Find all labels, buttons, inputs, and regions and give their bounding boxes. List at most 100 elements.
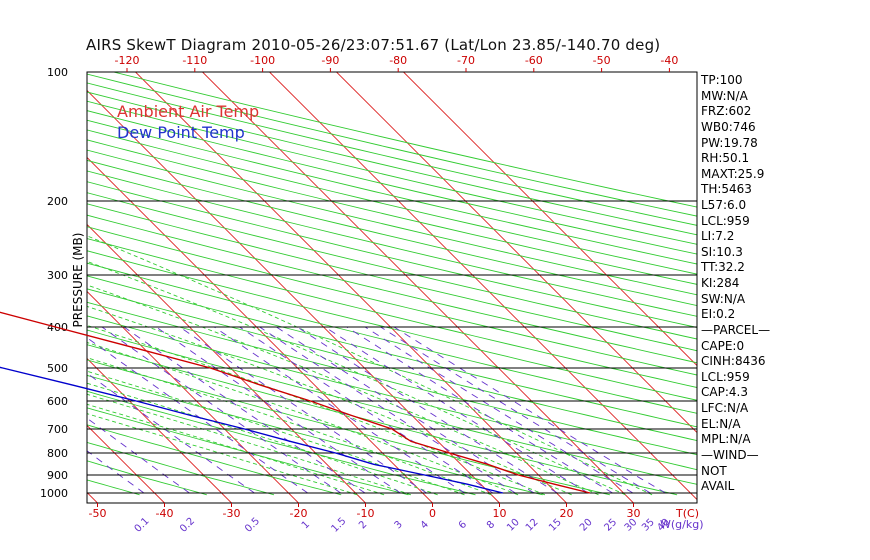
dry-adiabat-line	[87, 315, 697, 471]
dry-adiabat-line	[87, 329, 697, 485]
dry-adiabat-line	[87, 170, 697, 317]
stability-index-item: SW:N/A	[701, 291, 746, 306]
dry-adiabat-line	[87, 441, 275, 496]
isotherm-line	[87, 358, 232, 503]
dry-adiabat-line	[87, 250, 697, 401]
dry-adiabat-line	[87, 359, 611, 496]
moist-adiabat-line	[87, 370, 465, 496]
stability-index-item: SI:10.3	[701, 244, 743, 259]
top-temp-tick-label: -50	[593, 54, 611, 67]
mixing-ratio-tick-label: 0.1	[133, 516, 152, 535]
isotherm-line	[87, 90, 500, 503]
mixing-ratio-tick-label: 0.5	[243, 516, 262, 535]
bottom-temp-tick-label: 20	[560, 507, 574, 520]
pressure-tick-label: 200	[47, 195, 68, 208]
dry-adiabat-line	[87, 390, 476, 496]
stability-index-item: CINH:8436	[701, 354, 766, 369]
mixing-ratio-tick-label: 20	[578, 517, 595, 534]
stability-index-item: AVAIL	[701, 479, 735, 494]
bottom-temp-unit-label: T(C)	[675, 507, 699, 520]
moist-adiabat-line	[87, 357, 492, 496]
isotherm-line	[87, 492, 98, 503]
stability-index-item: LCL:959	[701, 369, 750, 384]
mixing-ratio-tick-label: 0.2	[178, 516, 197, 535]
legend-entry: Ambient Air Temp	[117, 102, 259, 121]
pressure-tick-label: 800	[47, 447, 68, 460]
dry-adiabat-line	[87, 119, 697, 265]
moist-adiabat-line	[87, 305, 572, 496]
stability-index-item: FRZ:602	[701, 104, 752, 119]
stability-index-item: NOT	[701, 463, 727, 478]
bottom-temp-tick-label: -10	[357, 507, 375, 520]
mixing-ratio-tick-label: 1.5	[329, 516, 348, 535]
mixing-ratio-tick-label: 8	[485, 519, 497, 531]
top-temp-tick-label: -90	[321, 54, 339, 67]
moist-adiabat-line	[87, 284, 599, 496]
top-temp-tick-label: -100	[250, 54, 275, 67]
moist-adiabat-line	[87, 235, 653, 496]
dry-adiabat-line	[87, 214, 697, 364]
mixing-ratio-tick-label: 2	[357, 519, 369, 531]
top-temp-tick-label: -60	[525, 54, 543, 67]
mixing-ratio-tick-label: 6	[457, 519, 469, 531]
bottom-temp-tick-label: 30	[627, 507, 641, 520]
dry-adiabat-line	[87, 301, 697, 456]
bottom-temp-tick-label: -40	[156, 507, 174, 520]
pressure-tick-label: 700	[47, 423, 68, 436]
dry-adiabat-line	[87, 203, 697, 352]
stability-index-item: —PARCEL—	[701, 322, 771, 337]
dry-adiabat-line	[87, 149, 697, 296]
stability-index-item: EL:N/A	[701, 416, 741, 431]
stability-index-item: KI:284	[701, 276, 740, 291]
plot-frame	[86, 71, 698, 504]
dry-adiabat-line	[87, 110, 697, 255]
bottom-temp-tick-label: -20	[290, 507, 308, 520]
legend-entry: Dew Point Temp	[117, 123, 245, 142]
mixing-ratio-unit-label: W(g/kg)	[660, 518, 704, 531]
dry-adiabat-line	[87, 275, 697, 428]
mixing-ratio-tick-label: 1	[300, 519, 312, 531]
stability-index-item: MW:N/A	[701, 88, 748, 103]
mixing-ratio-tick-label: 25	[602, 517, 619, 534]
dry-adiabat-line	[87, 374, 543, 496]
stability-index-item: CAPE:0	[701, 338, 745, 353]
dry-adiabat-line	[87, 407, 409, 496]
stability-index-item: —WIND—	[701, 447, 759, 462]
stability-index-item: LFC:N/A	[701, 401, 749, 415]
isotherm-line	[87, 425, 165, 503]
dry-adiabat-line	[87, 129, 697, 275]
isotherm-line	[202, 72, 634, 503]
mixing-ratio-line	[380, 326, 651, 494]
isotherm-line	[87, 224, 366, 503]
dry-adiabat-line	[87, 181, 697, 328]
pressure-tick-label: 1000	[40, 487, 68, 500]
dry-adiabat-line	[87, 192, 697, 340]
top-temp-tick-label: -110	[182, 54, 207, 67]
pressure-axis-label: PRESSURE (MB)	[71, 233, 85, 328]
mixing-ratio-line	[87, 450, 145, 494]
dry-adiabat-line	[87, 424, 342, 496]
mixing-ratio-tick-label: 4	[419, 519, 431, 531]
mixing-ratio-tick-label: 12	[524, 517, 541, 534]
bottom-temp-tick-label: 0	[429, 507, 436, 520]
pressure-tick-label: 300	[47, 269, 68, 282]
stability-index-item: WB0:746	[701, 119, 756, 134]
stability-index-item: EI:0.2	[701, 307, 736, 322]
pressure-tick-label: 900	[47, 469, 68, 482]
mixing-ratio-tick-label: 35	[640, 517, 657, 534]
moist-adiabat-line	[87, 382, 438, 496]
dry-adiabat-line	[87, 460, 207, 496]
bottom-temp-tick-label: -30	[223, 507, 241, 520]
top-temp-tick-label: -40	[660, 54, 678, 67]
stability-index-item: RH:50.1	[701, 151, 750, 166]
stability-index-item: PW:19.78	[701, 135, 758, 150]
dewpoint-profile-line	[0, 366, 504, 494]
chart-title: AIRS SkewT Diagram 2010-05-26/23:07:51.6…	[86, 36, 661, 54]
isotherm-line	[135, 72, 567, 503]
stability-index-item: CAP:4.3	[701, 385, 748, 400]
bottom-temp-tick-label: -50	[89, 507, 107, 520]
isotherm-line	[269, 72, 697, 500]
bottom-temp-tick-label: 10	[493, 507, 507, 520]
stability-index-item: TT:32.2	[701, 260, 745, 275]
stability-index-item: MPL:N/A	[701, 432, 751, 447]
